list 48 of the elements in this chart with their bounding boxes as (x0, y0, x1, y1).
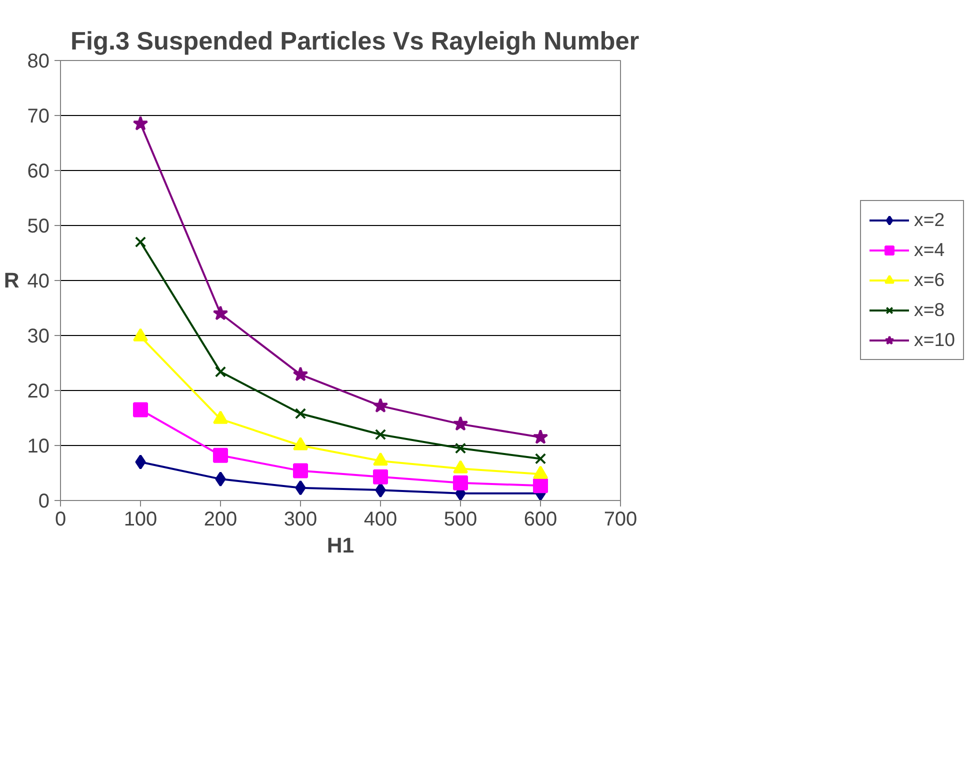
y-tick-label: 20 (27, 380, 50, 402)
point (532, 429, 548, 444)
x-tick-label: 0 (54, 508, 66, 530)
y-tick-label: 30 (27, 326, 50, 348)
point (212, 306, 228, 320)
point (294, 408, 306, 420)
x-axis-title: H1 (326, 534, 354, 558)
point (373, 469, 388, 484)
y-tick-label: 80 (27, 50, 50, 72)
x-tick-label: 300 (284, 508, 318, 530)
legend-label: x=4 (914, 239, 945, 261)
y-tick-label: 40 (27, 270, 50, 292)
y-tick-label: 60 (27, 160, 50, 182)
point (215, 472, 226, 487)
x-tick-label: 500 (444, 508, 478, 530)
y-tick-label: 0 (38, 490, 50, 512)
point (375, 482, 386, 498)
point (134, 236, 146, 248)
legend-label: x=8 (914, 299, 945, 321)
point (213, 448, 228, 463)
point (295, 480, 306, 496)
x-tick-label: 200 (204, 508, 238, 530)
point (452, 416, 468, 431)
point (293, 463, 308, 478)
point (135, 454, 146, 470)
x-tick-label: 600 (524, 508, 558, 530)
x-tick-label: 400 (364, 508, 398, 530)
legend-label: x=10 (914, 329, 955, 351)
point (292, 366, 308, 382)
y-tick-label: 70 (27, 106, 50, 128)
y-tick-label: 50 (27, 216, 50, 238)
point (372, 398, 388, 413)
legend-label: x=6 (914, 269, 945, 291)
point (453, 475, 468, 490)
x-tick-label: 700 (604, 508, 638, 530)
y-axis-title: R (4, 268, 20, 292)
y-tick-label: 10 (27, 436, 50, 458)
point (454, 442, 466, 454)
point (374, 428, 386, 440)
point (533, 478, 548, 494)
legend-label: x=2 (914, 209, 945, 231)
point (133, 328, 148, 342)
point (214, 366, 226, 378)
point (133, 402, 148, 418)
x-tick-label: 100 (124, 508, 158, 530)
point (132, 116, 148, 130)
point (534, 453, 546, 464)
chart-title: Fig.3 Suspended Particles Vs Rayleigh Number (70, 28, 640, 56)
